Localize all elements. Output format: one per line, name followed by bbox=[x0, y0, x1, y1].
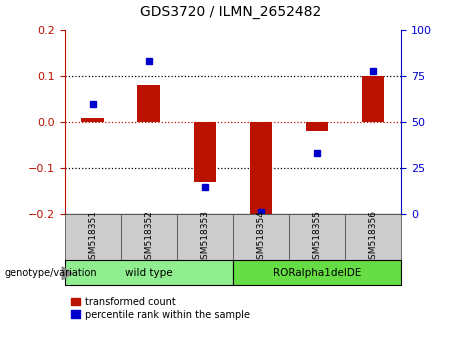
FancyBboxPatch shape bbox=[345, 214, 401, 260]
Text: GSM518353: GSM518353 bbox=[200, 210, 209, 265]
Legend: transformed count, percentile rank within the sample: transformed count, percentile rank withi… bbox=[70, 295, 252, 321]
Text: RORalpha1delDE: RORalpha1delDE bbox=[273, 268, 361, 278]
Bar bbox=[194, 122, 216, 182]
Text: genotype/variation: genotype/variation bbox=[5, 268, 97, 278]
FancyBboxPatch shape bbox=[65, 214, 121, 260]
FancyBboxPatch shape bbox=[121, 214, 177, 260]
FancyBboxPatch shape bbox=[177, 214, 233, 260]
FancyBboxPatch shape bbox=[65, 260, 233, 285]
FancyBboxPatch shape bbox=[233, 260, 401, 285]
Bar bbox=[137, 85, 160, 122]
Bar bbox=[306, 122, 328, 131]
Text: wild type: wild type bbox=[125, 268, 172, 278]
Text: GSM518352: GSM518352 bbox=[144, 210, 153, 265]
Text: GDS3720 / ILMN_2652482: GDS3720 / ILMN_2652482 bbox=[140, 5, 321, 19]
Text: GSM518351: GSM518351 bbox=[88, 210, 97, 265]
Text: GSM518354: GSM518354 bbox=[256, 210, 266, 265]
FancyBboxPatch shape bbox=[233, 214, 289, 260]
Polygon shape bbox=[62, 267, 72, 280]
Bar bbox=[362, 76, 384, 122]
Text: GSM518356: GSM518356 bbox=[368, 210, 378, 265]
Bar bbox=[82, 118, 104, 122]
Bar bbox=[250, 122, 272, 216]
FancyBboxPatch shape bbox=[289, 214, 345, 260]
Text: GSM518355: GSM518355 bbox=[313, 210, 321, 265]
